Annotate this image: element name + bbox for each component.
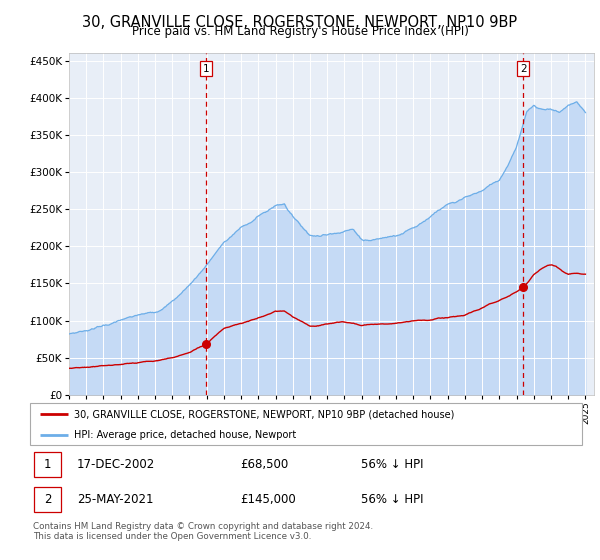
Text: £145,000: £145,000: [240, 493, 296, 506]
Text: 1: 1: [44, 458, 52, 472]
Text: 2: 2: [520, 64, 527, 73]
Bar: [34, 487, 61, 512]
Text: 30, GRANVILLE CLOSE, ROGERSTONE, NEWPORT, NP10 9BP (detached house): 30, GRANVILLE CLOSE, ROGERSTONE, NEWPORT…: [74, 409, 455, 419]
Text: Price paid vs. HM Land Registry's House Price Index (HPI): Price paid vs. HM Land Registry's House …: [131, 25, 469, 38]
Text: 25-MAY-2021: 25-MAY-2021: [77, 493, 154, 506]
Text: £68,500: £68,500: [240, 458, 288, 472]
Bar: [34, 452, 61, 477]
Text: HPI: Average price, detached house, Newport: HPI: Average price, detached house, Newp…: [74, 430, 296, 440]
Text: 56% ↓ HPI: 56% ↓ HPI: [361, 458, 424, 472]
Text: 17-DEC-2002: 17-DEC-2002: [77, 458, 155, 472]
Text: 56% ↓ HPI: 56% ↓ HPI: [361, 493, 424, 506]
Text: 1: 1: [203, 64, 209, 73]
Text: Contains HM Land Registry data © Crown copyright and database right 2024.
This d: Contains HM Land Registry data © Crown c…: [33, 522, 373, 542]
Text: 2: 2: [44, 493, 52, 506]
Text: 30, GRANVILLE CLOSE, ROGERSTONE, NEWPORT, NP10 9BP: 30, GRANVILLE CLOSE, ROGERSTONE, NEWPORT…: [82, 15, 518, 30]
